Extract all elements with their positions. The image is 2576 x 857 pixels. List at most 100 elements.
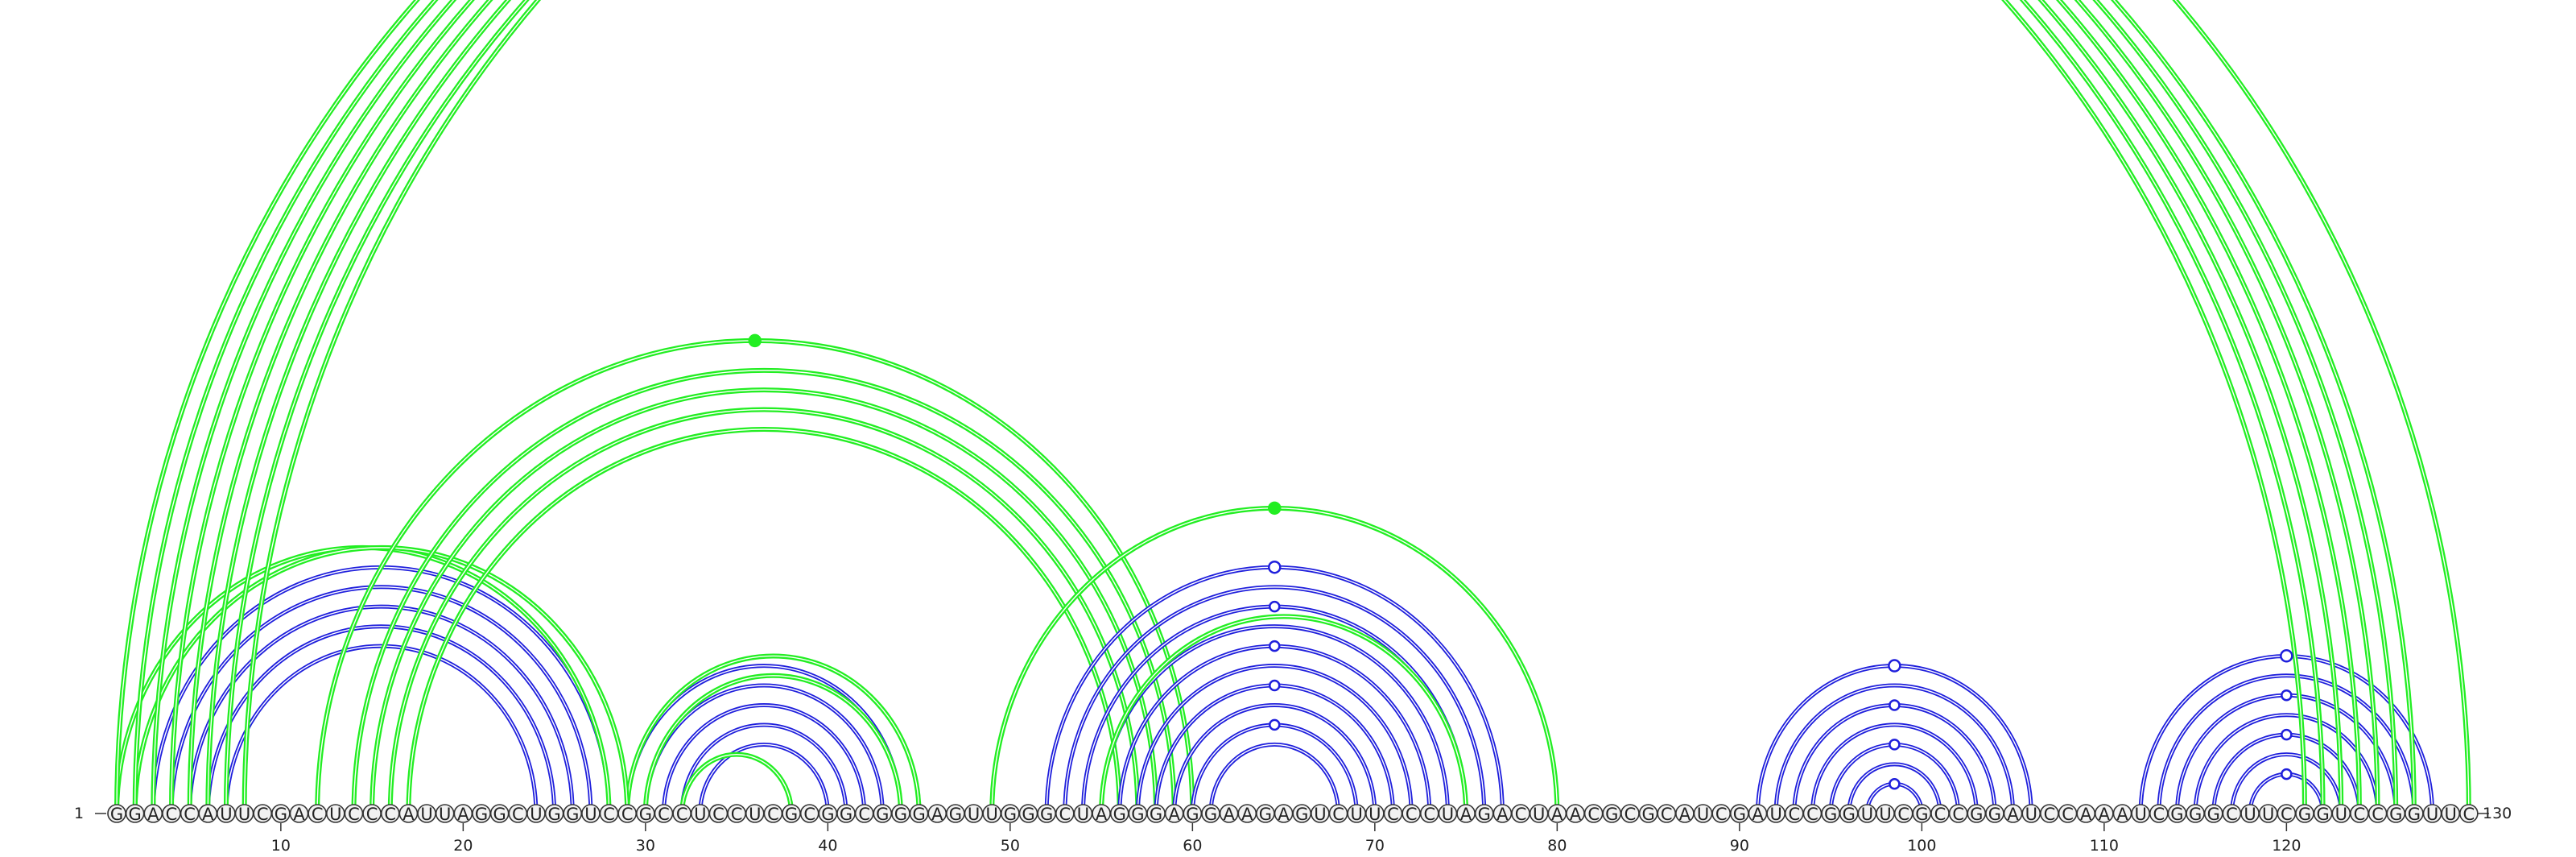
- base-letter: G: [912, 805, 925, 824]
- base: A: [927, 804, 947, 824]
- arc-61-68: [1208, 742, 1341, 814]
- base: A: [1492, 804, 1513, 824]
- base: U: [1766, 804, 1785, 824]
- base-letter: G: [493, 805, 506, 824]
- arc-5-125: [187, 0, 2380, 814]
- base: U: [1529, 804, 1549, 824]
- base-letter: C: [1806, 805, 1818, 824]
- base-letter: G: [1605, 805, 1618, 824]
- base: G: [782, 804, 801, 824]
- tick-label: 90: [1730, 837, 1749, 855]
- base: G: [836, 804, 856, 824]
- base: C: [1948, 804, 1968, 824]
- tick-label: 40: [818, 837, 837, 855]
- base-letter: U: [1077, 805, 1089, 824]
- base-letter: G: [547, 805, 560, 824]
- base-letter: U: [238, 805, 250, 824]
- base: G: [891, 804, 910, 824]
- base-letter: C: [2153, 805, 2165, 824]
- base: A: [1675, 804, 1695, 824]
- base-letter: G: [949, 805, 962, 824]
- base: C: [162, 804, 181, 824]
- tick-label: 60: [1183, 837, 1202, 855]
- arc-gap-30-44: [645, 675, 902, 814]
- base: G: [2295, 804, 2314, 824]
- base-letter: G: [1040, 805, 1053, 824]
- base-letter: C: [1934, 805, 1946, 824]
- base-letter: G: [1022, 805, 1034, 824]
- base: U: [2021, 804, 2041, 824]
- base-letter: U: [1879, 805, 1891, 824]
- base-letter: A: [293, 805, 305, 824]
- base-letter: C: [1587, 805, 1600, 824]
- base-letter: C: [1624, 805, 1637, 824]
- base-letter: C: [2354, 805, 2366, 824]
- base: G: [1985, 804, 2004, 824]
- base-letter: G: [1641, 805, 1654, 824]
- position-ruler: 10 20 30 40 50 60 70 80 90 100 110 120: [271, 823, 2301, 855]
- base: C: [1420, 804, 1439, 824]
- tick-label: 80: [1547, 837, 1567, 855]
- tick-label: 20: [453, 837, 473, 855]
- base-letter: C: [348, 805, 360, 824]
- base: C: [2277, 804, 2297, 824]
- base: U: [217, 804, 236, 824]
- base: G: [1183, 804, 1203, 824]
- base: C: [1785, 804, 1804, 824]
- arc-gap-14-59: [353, 369, 1175, 814]
- base: C: [654, 804, 674, 824]
- base: C: [617, 804, 638, 824]
- arc-marker-blue-stem-3-3: [1269, 640, 1281, 652]
- arc-marker-blue-stem-3-1: [1269, 600, 1281, 613]
- base-letter: A: [2080, 805, 2092, 824]
- base-letter: G: [475, 805, 488, 824]
- base-letter: G: [639, 805, 652, 824]
- base: A: [1237, 804, 1257, 824]
- base: C: [344, 804, 364, 824]
- base-letter: U: [1314, 805, 1326, 824]
- arc-4-27: [169, 585, 593, 814]
- base: G: [1821, 804, 1840, 824]
- base: A: [398, 804, 419, 824]
- base: U: [1857, 804, 1877, 824]
- base-letter: U: [584, 805, 597, 824]
- base-letter: C: [257, 805, 269, 824]
- arc-gap-4-124: [171, 0, 2360, 814]
- base: U: [2441, 804, 2460, 824]
- base: U: [745, 804, 765, 824]
- arc-marker-blue-stem-4: [1888, 659, 1901, 673]
- base: G: [818, 804, 838, 824]
- base: G: [472, 804, 491, 824]
- base: A: [289, 804, 309, 824]
- base: G: [1967, 804, 1987, 824]
- base: G: [1839, 804, 1859, 824]
- base-letter: A: [1169, 805, 1181, 824]
- arc-32-41: [679, 722, 848, 814]
- base-letter: U: [986, 805, 998, 824]
- base: A: [198, 804, 218, 824]
- base: G: [125, 804, 145, 824]
- base-letter: C: [803, 805, 815, 824]
- arc-markers: [748, 333, 2293, 790]
- base-letter: G: [1733, 805, 1746, 824]
- base: C: [1055, 804, 1075, 824]
- base-letter: U: [1368, 805, 1381, 824]
- arc-gap-6-126: [207, 0, 2396, 814]
- base-letter: C: [1423, 805, 1435, 824]
- base-letter: A: [1223, 805, 1235, 824]
- base: C: [308, 804, 327, 824]
- base-letter: A: [457, 805, 469, 824]
- base: U: [325, 804, 345, 824]
- base-letter: G: [2207, 805, 2220, 824]
- base-letter: A: [1570, 805, 1582, 824]
- base-letter: A: [1752, 805, 1764, 824]
- base: A: [2076, 804, 2095, 824]
- base-letter: A: [147, 805, 159, 824]
- base: U: [964, 804, 984, 824]
- base-letter: C: [2044, 805, 2056, 824]
- arc-gap-117-123: [2231, 753, 2342, 814]
- base-letter: A: [2007, 805, 2019, 824]
- base: U: [2331, 804, 2351, 824]
- base: C: [1620, 804, 1640, 824]
- base-letter: C: [1515, 805, 1527, 824]
